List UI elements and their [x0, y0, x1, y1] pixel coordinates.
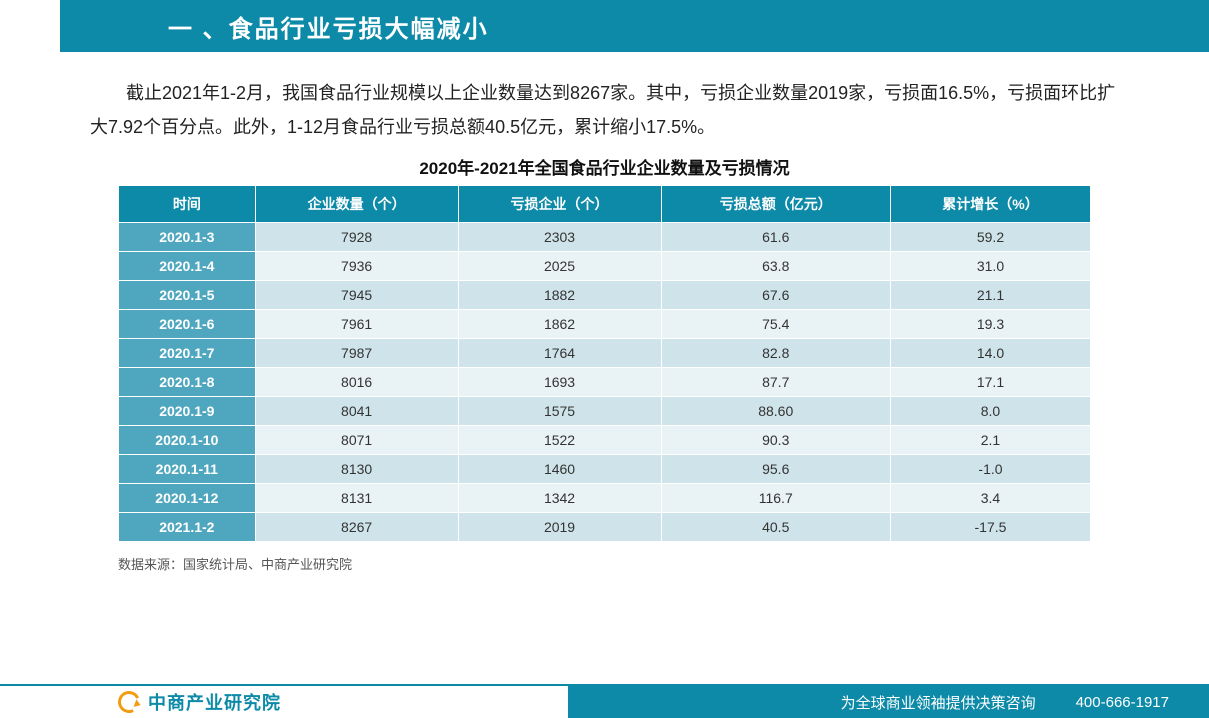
table-cell: 63.8	[661, 252, 890, 281]
table-cell: 2020.1-12	[119, 484, 256, 513]
table-row: 2020.1-57945188267.621.1	[119, 281, 1091, 310]
table-cell: 1693	[458, 368, 661, 397]
table-cell: 1882	[458, 281, 661, 310]
table-cell: 40.5	[661, 513, 890, 542]
table-row: 2020.1-118130146095.6-1.0	[119, 455, 1091, 484]
section-header: 一 、食品行业亏损大幅减小	[60, 0, 1209, 52]
table-cell: 19.3	[890, 310, 1090, 339]
table-cell: 7961	[255, 310, 458, 339]
table-cell: 88.60	[661, 397, 890, 426]
table-cell: 8071	[255, 426, 458, 455]
table-cell: 75.4	[661, 310, 890, 339]
table-cell: 67.6	[661, 281, 890, 310]
table-cell: 1522	[458, 426, 661, 455]
table-cell: 7945	[255, 281, 458, 310]
table-cell: 14.0	[890, 339, 1090, 368]
table-row: 2021.1-28267201940.5-17.5	[119, 513, 1091, 542]
table-cell: 2020.1-4	[119, 252, 256, 281]
table-header-cell: 亏损企业（个）	[458, 186, 661, 223]
table-cell: 116.7	[661, 484, 890, 513]
table-cell: 7987	[255, 339, 458, 368]
table-row: 2020.1-1281311342116.73.4	[119, 484, 1091, 513]
table-cell: 2020.1-11	[119, 455, 256, 484]
table-cell: 2019	[458, 513, 661, 542]
logo-icon	[115, 688, 143, 716]
table-row: 2020.1-88016169387.717.1	[119, 368, 1091, 397]
table-cell: 2.1	[890, 426, 1090, 455]
table-cell: 3.4	[890, 484, 1090, 513]
table-cell: 2020.1-7	[119, 339, 256, 368]
table-cell: 21.1	[890, 281, 1090, 310]
footer: 中商产业研究院 为全球商业领袖提供决策咨询 400-666-1917	[0, 684, 1209, 718]
footer-logo-block: 中商产业研究院	[0, 686, 568, 718]
footer-org: 中商产业研究院	[148, 689, 281, 715]
table-cell: 31.0	[890, 252, 1090, 281]
table-cell: -17.5	[890, 513, 1090, 542]
table-cell: 1342	[458, 484, 661, 513]
table-cell: 7936	[255, 252, 458, 281]
table-cell: 8016	[255, 368, 458, 397]
section-title: 一 、食品行业亏损大幅减小	[168, 9, 489, 44]
data-source: 数据来源：国家统计局、中商产业研究院	[0, 542, 1209, 573]
table-cell: 2020.1-10	[119, 426, 256, 455]
table-header-cell: 亏损总额（亿元）	[661, 186, 890, 223]
table-header-cell: 累计增长（%）	[890, 186, 1090, 223]
table-cell: 59.2	[890, 223, 1090, 252]
table-row: 2020.1-47936202563.831.0	[119, 252, 1091, 281]
table-cell: -1.0	[890, 455, 1090, 484]
table-cell: 1862	[458, 310, 661, 339]
footer-phone: 400-666-1917	[1076, 694, 1169, 711]
table-cell: 2021.1-2	[119, 513, 256, 542]
table-cell: 61.6	[661, 223, 890, 252]
table-cell: 1764	[458, 339, 661, 368]
table-cell: 2020.1-3	[119, 223, 256, 252]
table-cell: 8041	[255, 397, 458, 426]
footer-info: 为全球商业领袖提供决策咨询 400-666-1917	[568, 686, 1209, 718]
data-table: 时间企业数量（个）亏损企业（个）亏损总额（亿元）累计增长（%） 2020.1-3…	[118, 185, 1091, 542]
table-cell: 2025	[458, 252, 661, 281]
table-row: 2020.1-77987176482.814.0	[119, 339, 1091, 368]
table-cell: 2303	[458, 223, 661, 252]
table-cell: 90.3	[661, 426, 890, 455]
table-row: 2020.1-67961186275.419.3	[119, 310, 1091, 339]
table-title: 2020年-2021年全国食品行业企业数量及亏损情况	[0, 154, 1209, 179]
table-cell: 1460	[458, 455, 661, 484]
table-cell: 8130	[255, 455, 458, 484]
table-header-cell: 企业数量（个）	[255, 186, 458, 223]
table-cell: 2020.1-5	[119, 281, 256, 310]
table-cell: 95.6	[661, 455, 890, 484]
table-cell: 2020.1-6	[119, 310, 256, 339]
footer-slogan: 为全球商业领袖提供决策咨询	[841, 692, 1036, 713]
table-row: 2020.1-98041157588.608.0	[119, 397, 1091, 426]
table-cell: 17.1	[890, 368, 1090, 397]
table-cell: 8131	[255, 484, 458, 513]
table-cell: 8267	[255, 513, 458, 542]
table-container: 时间企业数量（个）亏损企业（个）亏损总额（亿元）累计增长（%） 2020.1-3…	[0, 185, 1209, 542]
table-row: 2020.1-37928230361.659.2	[119, 223, 1091, 252]
table-row: 2020.1-108071152290.32.1	[119, 426, 1091, 455]
table-cell: 87.7	[661, 368, 890, 397]
table-cell: 82.8	[661, 339, 890, 368]
table-cell: 2020.1-8	[119, 368, 256, 397]
header-left-gap	[0, 0, 60, 52]
table-cell: 8.0	[890, 397, 1090, 426]
table-cell: 7928	[255, 223, 458, 252]
table-cell: 1575	[458, 397, 661, 426]
table-header-cell: 时间	[119, 186, 256, 223]
table-cell: 2020.1-9	[119, 397, 256, 426]
intro-paragraph: 截止2021年1-2月，我国食品行业规模以上企业数量达到8267家。其中，亏损企…	[0, 52, 1209, 154]
